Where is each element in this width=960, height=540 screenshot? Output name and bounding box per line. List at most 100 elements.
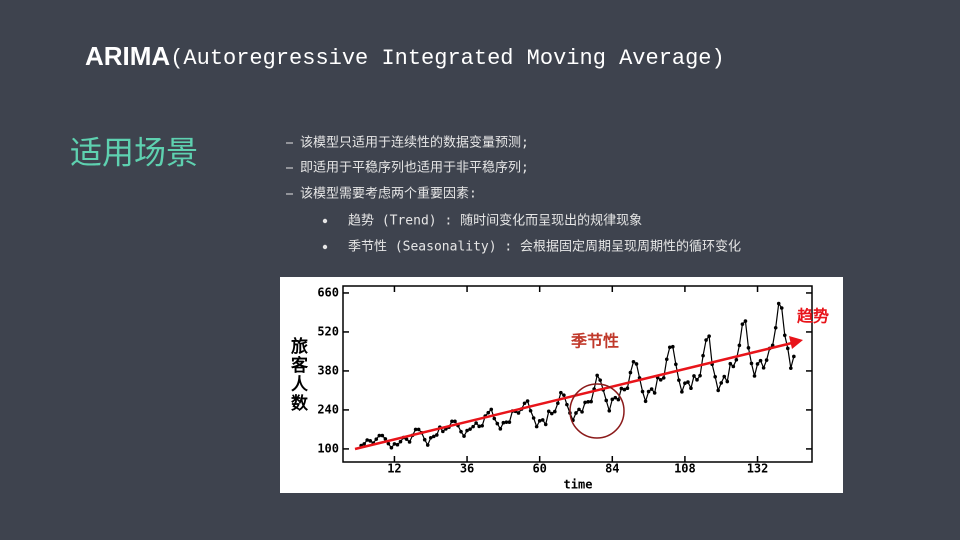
data-point	[580, 410, 584, 414]
data-point	[731, 364, 736, 369]
y-tick-label: 380	[317, 363, 339, 377]
data-point	[525, 399, 530, 403]
data-point	[362, 442, 366, 446]
data-point	[559, 390, 563, 395]
data-point	[537, 418, 542, 423]
data-point	[779, 306, 784, 310]
data-point	[701, 353, 705, 358]
data-point	[734, 357, 739, 362]
data-point	[792, 354, 796, 359]
dot	[322, 218, 328, 224]
data-point	[680, 390, 684, 394]
data-point	[755, 362, 760, 366]
data-point	[471, 424, 475, 429]
data-point	[677, 378, 681, 382]
data-point	[761, 366, 766, 370]
data-point	[661, 376, 666, 380]
data-point	[610, 397, 615, 402]
data-point	[392, 442, 397, 446]
trend-arrow	[354, 341, 793, 451]
data-point	[743, 319, 748, 323]
title-bold: ARIMA	[85, 41, 170, 71]
data-point	[413, 427, 418, 432]
data-point	[725, 379, 730, 384]
data-point	[474, 421, 478, 425]
title-rest: (Autoregressive Integrated Moving Averag…	[170, 46, 725, 71]
data-point	[652, 391, 657, 395]
data-point	[740, 322, 745, 326]
data-point	[671, 344, 675, 349]
data-point	[640, 389, 645, 394]
data-point	[368, 439, 373, 443]
x-tick-label: 36	[460, 462, 474, 476]
bullet: 该模型只适用于连续性的数据变量预测;	[300, 135, 529, 151]
plot-frame	[342, 285, 813, 463]
data-point	[435, 433, 439, 437]
y-axis-label: 旅客人数	[287, 336, 309, 413]
dot	[322, 244, 328, 250]
data-point	[619, 386, 624, 391]
chart-background	[280, 277, 843, 493]
data-point	[664, 357, 669, 362]
data-point	[695, 378, 699, 382]
data-point	[450, 419, 454, 424]
x-tick-label: 132	[747, 462, 769, 476]
data-point	[383, 437, 388, 441]
y-tick-label: 240	[317, 402, 339, 416]
data-point	[453, 419, 457, 424]
data-point	[386, 441, 391, 446]
data-point	[643, 399, 648, 404]
data-point	[692, 374, 696, 378]
data-point	[704, 338, 708, 342]
y-tick-label: 660	[317, 285, 339, 299]
data-point	[683, 381, 687, 385]
data-point	[380, 433, 385, 438]
annotation: 趋势	[797, 307, 829, 326]
data-point	[477, 424, 481, 429]
data-point	[459, 429, 463, 434]
x-tick-label: 60	[532, 462, 546, 476]
data-point	[577, 407, 581, 412]
data-point	[377, 433, 382, 438]
season-circle	[569, 383, 625, 439]
data-point	[785, 346, 790, 351]
x-tick-label: 108	[674, 462, 696, 476]
data-point	[686, 380, 690, 384]
data-point	[628, 370, 633, 375]
data-point	[546, 409, 551, 414]
data-point	[407, 440, 412, 444]
data-point	[719, 381, 724, 385]
data-point	[789, 366, 793, 370]
data-point	[722, 374, 727, 379]
data-point	[773, 325, 778, 330]
data-point	[540, 418, 545, 422]
data-point	[441, 429, 445, 434]
data-point	[549, 411, 554, 416]
data-point	[758, 358, 763, 363]
data-point	[398, 439, 403, 444]
x-axis-label: time	[564, 478, 593, 492]
data-point	[404, 437, 409, 441]
sub-bullet: 季节性 (Seasonality) : 会根据固定周期呈现周期性的循环变化	[348, 239, 741, 255]
data-point	[425, 443, 430, 447]
data-point	[776, 301, 781, 306]
data-point	[616, 397, 621, 402]
data-point	[631, 359, 636, 364]
data-point	[416, 427, 421, 432]
data-point	[389, 445, 394, 450]
data-point	[553, 409, 557, 414]
data-point	[586, 400, 590, 404]
bullet: 即适用于平稳序列也适用于非平稳序列;	[300, 160, 529, 176]
title: ARIMA(Autoregressive Integrated Moving A…	[85, 41, 725, 71]
data-point	[737, 343, 742, 348]
data-point	[646, 389, 651, 394]
data-point	[498, 427, 503, 431]
data-point	[395, 442, 400, 447]
data-point	[589, 399, 593, 404]
data-point	[556, 401, 560, 406]
data-point	[468, 427, 472, 431]
data-point	[507, 420, 512, 424]
annotation: 季节性	[570, 332, 619, 351]
data-point	[749, 361, 754, 366]
